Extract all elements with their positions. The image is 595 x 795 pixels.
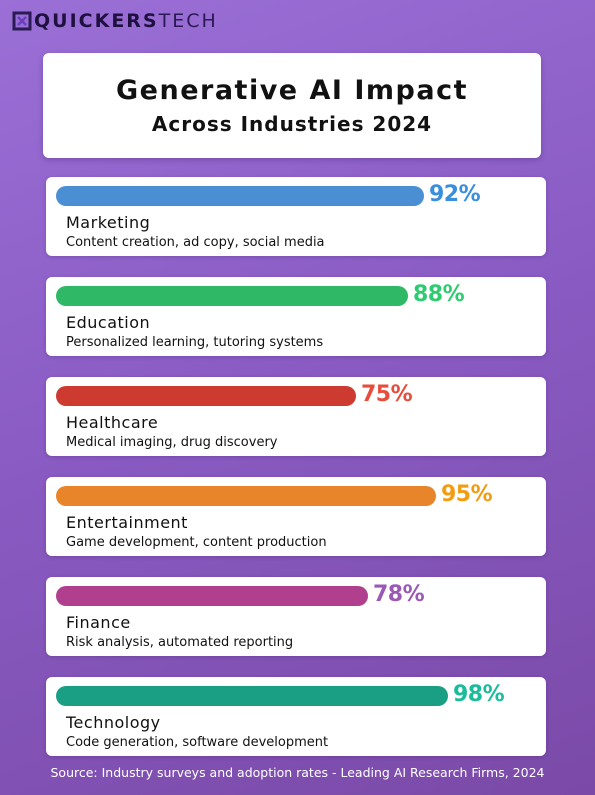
brand-name-bold: QUICKERS xyxy=(34,10,159,32)
brand-name-light: TECH xyxy=(158,10,218,32)
bar-entertainment xyxy=(56,486,436,506)
category-description-finance: Risk analysis, automated reporting xyxy=(66,635,294,650)
bar-marketing xyxy=(56,186,424,206)
chart-subtitle: Across Industries 2024 xyxy=(151,112,433,136)
category-label-education: Education xyxy=(66,313,151,332)
industry-card-technology: 98% Technology Code generation, software d… xyxy=(46,677,546,756)
industry-card-finance: 78% Finance Risk analysis, automated repor… xyxy=(46,577,546,656)
value-label-entertainment: 95% xyxy=(441,482,493,507)
value-label-technology: 98% xyxy=(453,682,505,707)
industry-card-marketing: 92% Marketing Content creation, ad copy, s… xyxy=(46,177,546,256)
brand-mark-icon xyxy=(12,11,32,31)
value-label-finance: 78% xyxy=(373,582,425,607)
value-label-education: 88% xyxy=(413,282,465,307)
category-description-technology: Code generation, software development xyxy=(66,735,329,750)
bar-technology xyxy=(56,686,448,706)
category-description-education: Personalized learning, tutoring systems xyxy=(66,335,324,350)
bar-education xyxy=(56,286,408,306)
source-note: Source: Industry surveys and adoption ra… xyxy=(50,765,545,780)
brand-logo: QUICKERSTECH xyxy=(12,10,218,32)
bar-finance xyxy=(56,586,368,606)
value-label-marketing: 92% xyxy=(429,182,481,207)
brand-name: QUICKERSTECH xyxy=(34,10,218,32)
category-label-technology: Technology xyxy=(66,713,161,732)
category-label-marketing: Marketing xyxy=(66,213,151,232)
industry-card-education: 88% Education Personalized learning, tutor… xyxy=(46,277,546,356)
category-description-healthcare: Medical imaging, drug discovery xyxy=(66,435,278,450)
category-description-entertainment: Game development, content production xyxy=(66,535,327,550)
category-description-marketing: Content creation, ad copy, social media xyxy=(66,235,325,250)
title-card: Generative AI Impact Across Industries 2… xyxy=(43,53,541,158)
bar-healthcare xyxy=(56,386,356,406)
chart-title: Generative AI Impact xyxy=(116,75,468,106)
category-label-finance: Finance xyxy=(66,613,131,632)
industry-card-entertainment: 95% Entertainment Game development, conten… xyxy=(46,477,546,556)
value-label-healthcare: 75% xyxy=(361,382,413,407)
industry-card-healthcare: 75% Healthcare Medical imaging, drug disco… xyxy=(46,377,546,456)
category-label-entertainment: Entertainment xyxy=(66,513,188,532)
category-label-healthcare: Healthcare xyxy=(66,413,159,432)
